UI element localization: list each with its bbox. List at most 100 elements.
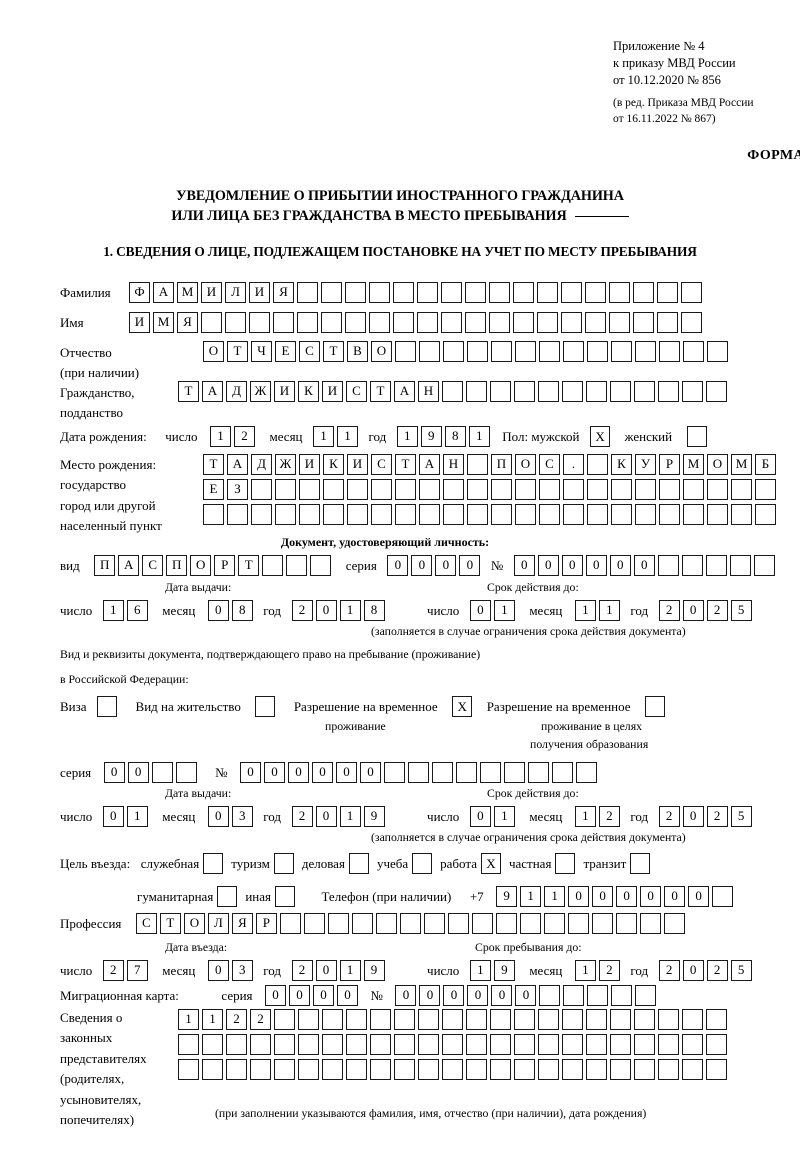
representatives-input-line2[interactable] xyxy=(178,1034,727,1055)
char-cell[interactable] xyxy=(538,1009,559,1030)
char-cell[interactable]: В xyxy=(347,341,368,362)
char-cell[interactable]: И xyxy=(249,282,270,303)
char-cell[interactable]: С xyxy=(135,913,157,934)
char-cell[interactable]: 0 xyxy=(688,886,710,907)
representatives-input-line3[interactable] xyxy=(178,1059,727,1080)
char-cell[interactable]: 0 xyxy=(469,600,491,621)
char-cell[interactable] xyxy=(515,504,536,525)
char-cell[interactable] xyxy=(659,341,680,362)
char-cell[interactable] xyxy=(394,1034,415,1055)
char-cell[interactable]: 1 xyxy=(468,426,490,447)
char-cell[interactable]: 2 xyxy=(598,960,620,981)
char-cell[interactable] xyxy=(611,504,632,525)
char-cell[interactable]: 1 xyxy=(469,960,491,981)
char-cell[interactable] xyxy=(201,312,222,333)
char-cell[interactable]: 0 xyxy=(537,555,559,576)
char-cell[interactable] xyxy=(658,381,679,402)
char-cell[interactable] xyxy=(519,913,541,934)
char-cell[interactable] xyxy=(563,341,584,362)
char-cell[interactable]: М xyxy=(177,282,198,303)
char-cell[interactable] xyxy=(417,312,438,333)
char-cell[interactable]: П xyxy=(94,555,116,576)
char-cell[interactable]: 0 xyxy=(387,555,409,576)
char-cell[interactable]: Я xyxy=(273,282,294,303)
char-cell[interactable] xyxy=(587,479,608,500)
char-cell[interactable] xyxy=(279,913,301,934)
char-cell[interactable]: 0 xyxy=(467,985,489,1006)
char-cell[interactable] xyxy=(731,479,752,500)
char-cell[interactable] xyxy=(615,913,637,934)
char-cell[interactable]: Б xyxy=(755,454,776,475)
char-cell[interactable]: 1 xyxy=(313,426,335,447)
char-cell[interactable] xyxy=(370,1034,391,1055)
char-cell[interactable]: А xyxy=(202,381,223,402)
char-cell[interactable]: Т xyxy=(203,454,224,475)
char-cell[interactable] xyxy=(467,479,488,500)
char-cell[interactable]: О xyxy=(515,454,536,475)
char-cell[interactable]: 2 xyxy=(658,600,680,621)
char-cell[interactable] xyxy=(528,762,550,783)
representatives-line-2[interactable] xyxy=(178,1034,727,1055)
char-cell[interactable] xyxy=(755,504,776,525)
char-cell[interactable] xyxy=(489,312,510,333)
char-cell[interactable] xyxy=(563,504,584,525)
char-cell[interactable]: О xyxy=(371,341,392,362)
char-cell[interactable] xyxy=(443,504,464,525)
char-cell[interactable] xyxy=(705,555,727,576)
char-cell[interactable] xyxy=(514,1034,535,1055)
char-cell[interactable] xyxy=(587,454,608,475)
char-cell[interactable] xyxy=(466,1059,487,1080)
purpose-option2-checkbox-1[interactable] xyxy=(274,886,295,907)
char-cell[interactable]: 2 xyxy=(598,806,620,827)
char-cell[interactable]: 1 xyxy=(126,806,148,827)
char-cell[interactable]: 9 xyxy=(420,426,442,447)
char-cell[interactable]: 1 xyxy=(178,1009,199,1030)
char-cell[interactable]: 3 xyxy=(231,806,253,827)
char-cell[interactable] xyxy=(408,762,430,783)
char-cell[interactable] xyxy=(371,479,392,500)
char-cell[interactable] xyxy=(513,282,534,303)
char-cell[interactable] xyxy=(275,504,296,525)
char-cell[interactable]: Е xyxy=(275,341,296,362)
char-cell[interactable] xyxy=(538,1034,559,1055)
char-cell[interactable]: 2 xyxy=(706,960,728,981)
char-cell[interactable]: Т xyxy=(238,555,260,576)
char-cell[interactable]: А xyxy=(227,454,248,475)
char-cell[interactable] xyxy=(151,762,173,783)
char-cell[interactable] xyxy=(657,282,678,303)
purpose-option2-checkbox-0[interactable] xyxy=(217,886,238,907)
char-cell[interactable] xyxy=(586,1059,607,1080)
char-cell[interactable] xyxy=(467,504,488,525)
char-cell[interactable]: З xyxy=(227,479,248,500)
char-cell[interactable] xyxy=(659,504,680,525)
char-cell[interactable] xyxy=(351,913,373,934)
char-cell[interactable] xyxy=(539,479,560,500)
char-cell[interactable] xyxy=(515,341,536,362)
char-cell[interactable]: 2 xyxy=(291,600,313,621)
char-cell[interactable] xyxy=(345,312,366,333)
char-cell[interactable] xyxy=(393,312,414,333)
char-cell[interactable] xyxy=(491,479,512,500)
char-cell[interactable] xyxy=(562,1059,583,1080)
char-cell[interactable] xyxy=(423,913,445,934)
char-cell[interactable]: Р xyxy=(255,913,277,934)
char-cell[interactable]: 0 xyxy=(103,762,125,783)
char-cell[interactable]: И xyxy=(129,312,150,333)
char-cell[interactable]: О xyxy=(203,341,224,362)
char-cell[interactable]: 0 xyxy=(312,762,334,783)
char-cell[interactable] xyxy=(611,479,632,500)
char-cell[interactable] xyxy=(633,312,654,333)
char-cell[interactable] xyxy=(251,504,272,525)
char-cell[interactable]: 1 xyxy=(339,600,361,621)
char-cell[interactable]: О xyxy=(190,555,212,576)
char-cell[interactable]: 2 xyxy=(233,426,255,447)
char-cell[interactable] xyxy=(297,312,318,333)
char-cell[interactable]: 0 xyxy=(664,886,686,907)
char-cell[interactable]: 0 xyxy=(207,960,229,981)
char-cell[interactable] xyxy=(706,1059,727,1080)
char-cell[interactable]: 0 xyxy=(682,806,704,827)
